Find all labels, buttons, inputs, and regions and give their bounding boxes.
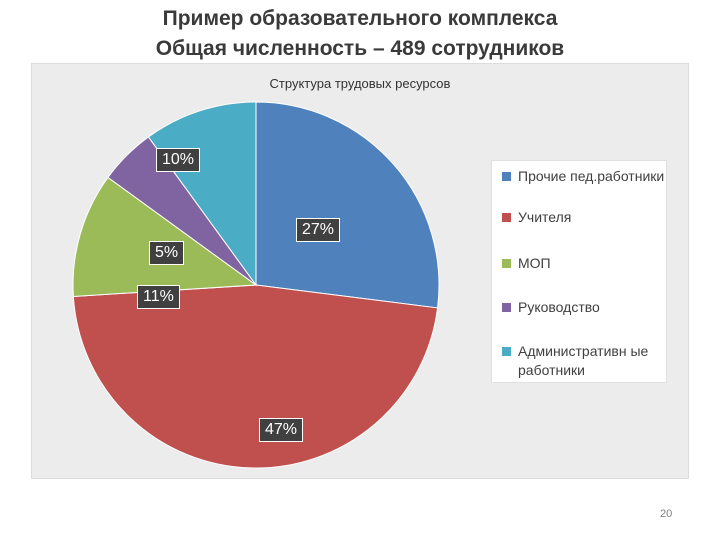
legend-swatch-rukovodstvo — [502, 303, 511, 312]
legend-swatch-mop — [502, 259, 511, 268]
data-label-prochie: 27% — [296, 218, 341, 242]
legend-label-uchitelya: Учителя — [518, 209, 572, 225]
legend-label-mop: МОП — [518, 255, 551, 271]
legend-swatch-administrativnye — [502, 347, 511, 356]
legend-label-administrativnye: Административн ые работники — [518, 343, 649, 378]
slide-title-line-1: Пример образовательного комплекса — [162, 7, 558, 30]
pie-slice-administrativnye — [147, 101, 257, 287]
pie-slice-uchitelya — [72, 284, 439, 469]
legend-swatch-uchitelya — [502, 213, 511, 222]
data-label-administrativnye: 10% — [156, 148, 201, 172]
chart-legend: Прочие пед.работники Учителя МОП Руковод… — [491, 160, 667, 383]
data-label-rukovodstvo: 5% — [149, 241, 185, 265]
slide-title: Пример образовательного комплекса Общая … — [0, 4, 720, 64]
legend-swatch-prochie — [502, 172, 511, 181]
data-label-mop: 11% — [137, 285, 180, 309]
legend-label-rukovodstvo: Руководство — [518, 299, 600, 315]
pie-slice-prochie — [255, 101, 440, 309]
pie-slice-mop — [72, 176, 258, 298]
chart-title: Структура трудовых ресурсов — [269, 76, 451, 91]
legend-label-prochie: Прочие пед.работники — [518, 168, 665, 184]
data-label-uchitelya: 47% — [259, 418, 304, 442]
page-number: 20 — [660, 508, 673, 520]
slide-title-line-2: Общая численность – 489 сотрудников — [155, 37, 565, 60]
